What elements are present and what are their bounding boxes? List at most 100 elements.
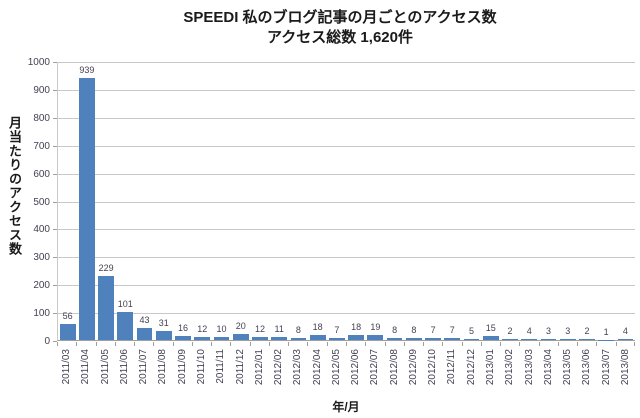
bar-value-label: 18 bbox=[351, 321, 362, 332]
x-tick-label: 2011/09 bbox=[176, 349, 188, 385]
bar-cell-2012/10: 7 bbox=[423, 62, 442, 340]
x-tick-label: 2012/02 bbox=[273, 349, 285, 386]
y-tick-mark bbox=[53, 285, 57, 287]
bar-cell-2012/04: 18 bbox=[308, 62, 327, 340]
gridline bbox=[58, 89, 635, 91]
y-tick-mark bbox=[53, 145, 57, 147]
chart-title: SPEEDI 私のブログ記事の月ごとのアクセス数 bbox=[183, 9, 497, 26]
x-tick-mark bbox=[519, 342, 521, 346]
x-tick-mark bbox=[307, 342, 309, 346]
x-tick-mark bbox=[76, 342, 78, 346]
bar-value-label: 56 bbox=[62, 311, 73, 322]
y-tick-label: 300 bbox=[33, 252, 50, 264]
x-tick-label: 2013/08 bbox=[619, 349, 631, 386]
bar-value-label: 12 bbox=[254, 323, 265, 334]
x-tick-mark bbox=[134, 342, 136, 346]
bar bbox=[386, 337, 403, 340]
bar bbox=[232, 334, 249, 340]
x-tick-label: 2012/10 bbox=[427, 349, 439, 386]
bar-cell-2013/01: 15 bbox=[481, 62, 500, 340]
bar bbox=[155, 331, 172, 340]
bar-cell-2012/12: 5 bbox=[462, 62, 481, 340]
bar-cell-2012/05: 7 bbox=[327, 62, 346, 340]
bar-value-label: 43 bbox=[139, 315, 150, 326]
y-axis-labels: 0 100 200 300 400 500 600 700 800 900 1000 bbox=[0, 57, 50, 347]
bar-cell-2012/08: 8 bbox=[385, 62, 404, 340]
y-tick-label: 800 bbox=[33, 112, 50, 124]
y-tick-mark bbox=[53, 173, 57, 175]
bar-value-label: 3 bbox=[545, 326, 551, 337]
x-tick-label: 2011/07 bbox=[138, 349, 150, 385]
bar bbox=[348, 334, 365, 340]
bar bbox=[309, 334, 326, 340]
bar-cell-2011/03: 56 bbox=[58, 62, 77, 340]
x-tick-label: 2013/03 bbox=[523, 349, 535, 386]
x-tick-label: 2011/12 bbox=[234, 349, 246, 385]
bar-cell-2012/01: 12 bbox=[250, 62, 269, 340]
x-tick-mark bbox=[557, 342, 559, 346]
bar-value-label: 7 bbox=[449, 325, 455, 336]
bar bbox=[290, 337, 307, 340]
bar-cell-2011/10: 12 bbox=[193, 62, 212, 340]
x-tick-mark bbox=[500, 342, 502, 346]
bar-cell-2013/04: 3 bbox=[539, 62, 558, 340]
x-tick-label: 2013/04 bbox=[542, 349, 554, 386]
bar bbox=[367, 334, 384, 340]
bar bbox=[252, 336, 268, 340]
bar-cell-2011/08: 31 bbox=[154, 62, 173, 340]
bar bbox=[579, 339, 595, 340]
x-tick-label: 2011/06 bbox=[118, 349, 130, 385]
bar-cell-2013/05: 3 bbox=[558, 62, 577, 340]
y-tick-label: 700 bbox=[33, 140, 50, 152]
x-tick-mark bbox=[634, 342, 635, 346]
x-tick-label: 2011/03 bbox=[61, 349, 73, 385]
bar-value-label: 5 bbox=[469, 325, 475, 336]
bar-cell-2013/02: 2 bbox=[500, 62, 519, 340]
y-tick-mark bbox=[53, 62, 57, 63]
bar bbox=[425, 338, 441, 340]
bar-value-label: 10 bbox=[216, 324, 227, 335]
bar bbox=[444, 338, 461, 340]
gridline bbox=[58, 257, 635, 259]
bar-value-label: 4 bbox=[526, 325, 532, 336]
y-axis-title: 月当たりのアクセス数 bbox=[7, 116, 22, 256]
x-axis-labels: 2011/03 2011/04 2011/05 2011/06 2011/07 2011/… bbox=[57, 347, 635, 397]
bar-cell-2013/06: 2 bbox=[577, 62, 596, 340]
bar-value-label: 15 bbox=[485, 322, 496, 333]
bar-cell-2013/08: 4 bbox=[616, 62, 635, 340]
x-tick-label: 2013/01 bbox=[485, 349, 496, 386]
x-tick-label: 2012/05 bbox=[330, 349, 342, 386]
x-tick-label: 2012/06 bbox=[350, 349, 362, 386]
bar-value-label: 4 bbox=[622, 325, 628, 336]
bar bbox=[213, 337, 230, 340]
bar-value-label: 12 bbox=[197, 323, 208, 334]
y-tick-marks bbox=[53, 62, 57, 342]
x-tick-label: 2013/02 bbox=[504, 349, 516, 386]
x-tick-label: 2012/11 bbox=[446, 349, 458, 385]
x-tick-mark bbox=[423, 342, 425, 346]
x-tick-mark bbox=[461, 342, 463, 346]
x-tick-label: 2012/03 bbox=[292, 349, 304, 386]
x-tick-label: 2012/12 bbox=[465, 349, 477, 386]
bar bbox=[521, 338, 538, 340]
bar bbox=[540, 339, 557, 340]
gridline bbox=[58, 313, 635, 315]
bar bbox=[617, 338, 634, 340]
bar-value-label: 8 bbox=[295, 324, 301, 335]
bar bbox=[329, 338, 345, 340]
bar-value-label: 8 bbox=[392, 324, 398, 335]
x-tick-marks bbox=[57, 342, 635, 346]
bar bbox=[98, 276, 114, 340]
bar-value-label: 16 bbox=[178, 322, 189, 333]
bar-cell-2011/06: 101 bbox=[116, 62, 135, 340]
y-tick-mark bbox=[53, 117, 57, 119]
bar-value-label: 20 bbox=[235, 321, 246, 332]
gridline bbox=[58, 285, 635, 287]
bar bbox=[559, 339, 576, 340]
bar-value-label: 31 bbox=[158, 318, 169, 329]
bar bbox=[405, 337, 422, 340]
chart-title-block: SPEEDI 私のブログ記事の月ごとのアクセス数 アクセス総数 1,620件 bbox=[45, 8, 635, 48]
x-tick-mark bbox=[191, 342, 193, 346]
y-tick-label: 600 bbox=[33, 168, 50, 180]
